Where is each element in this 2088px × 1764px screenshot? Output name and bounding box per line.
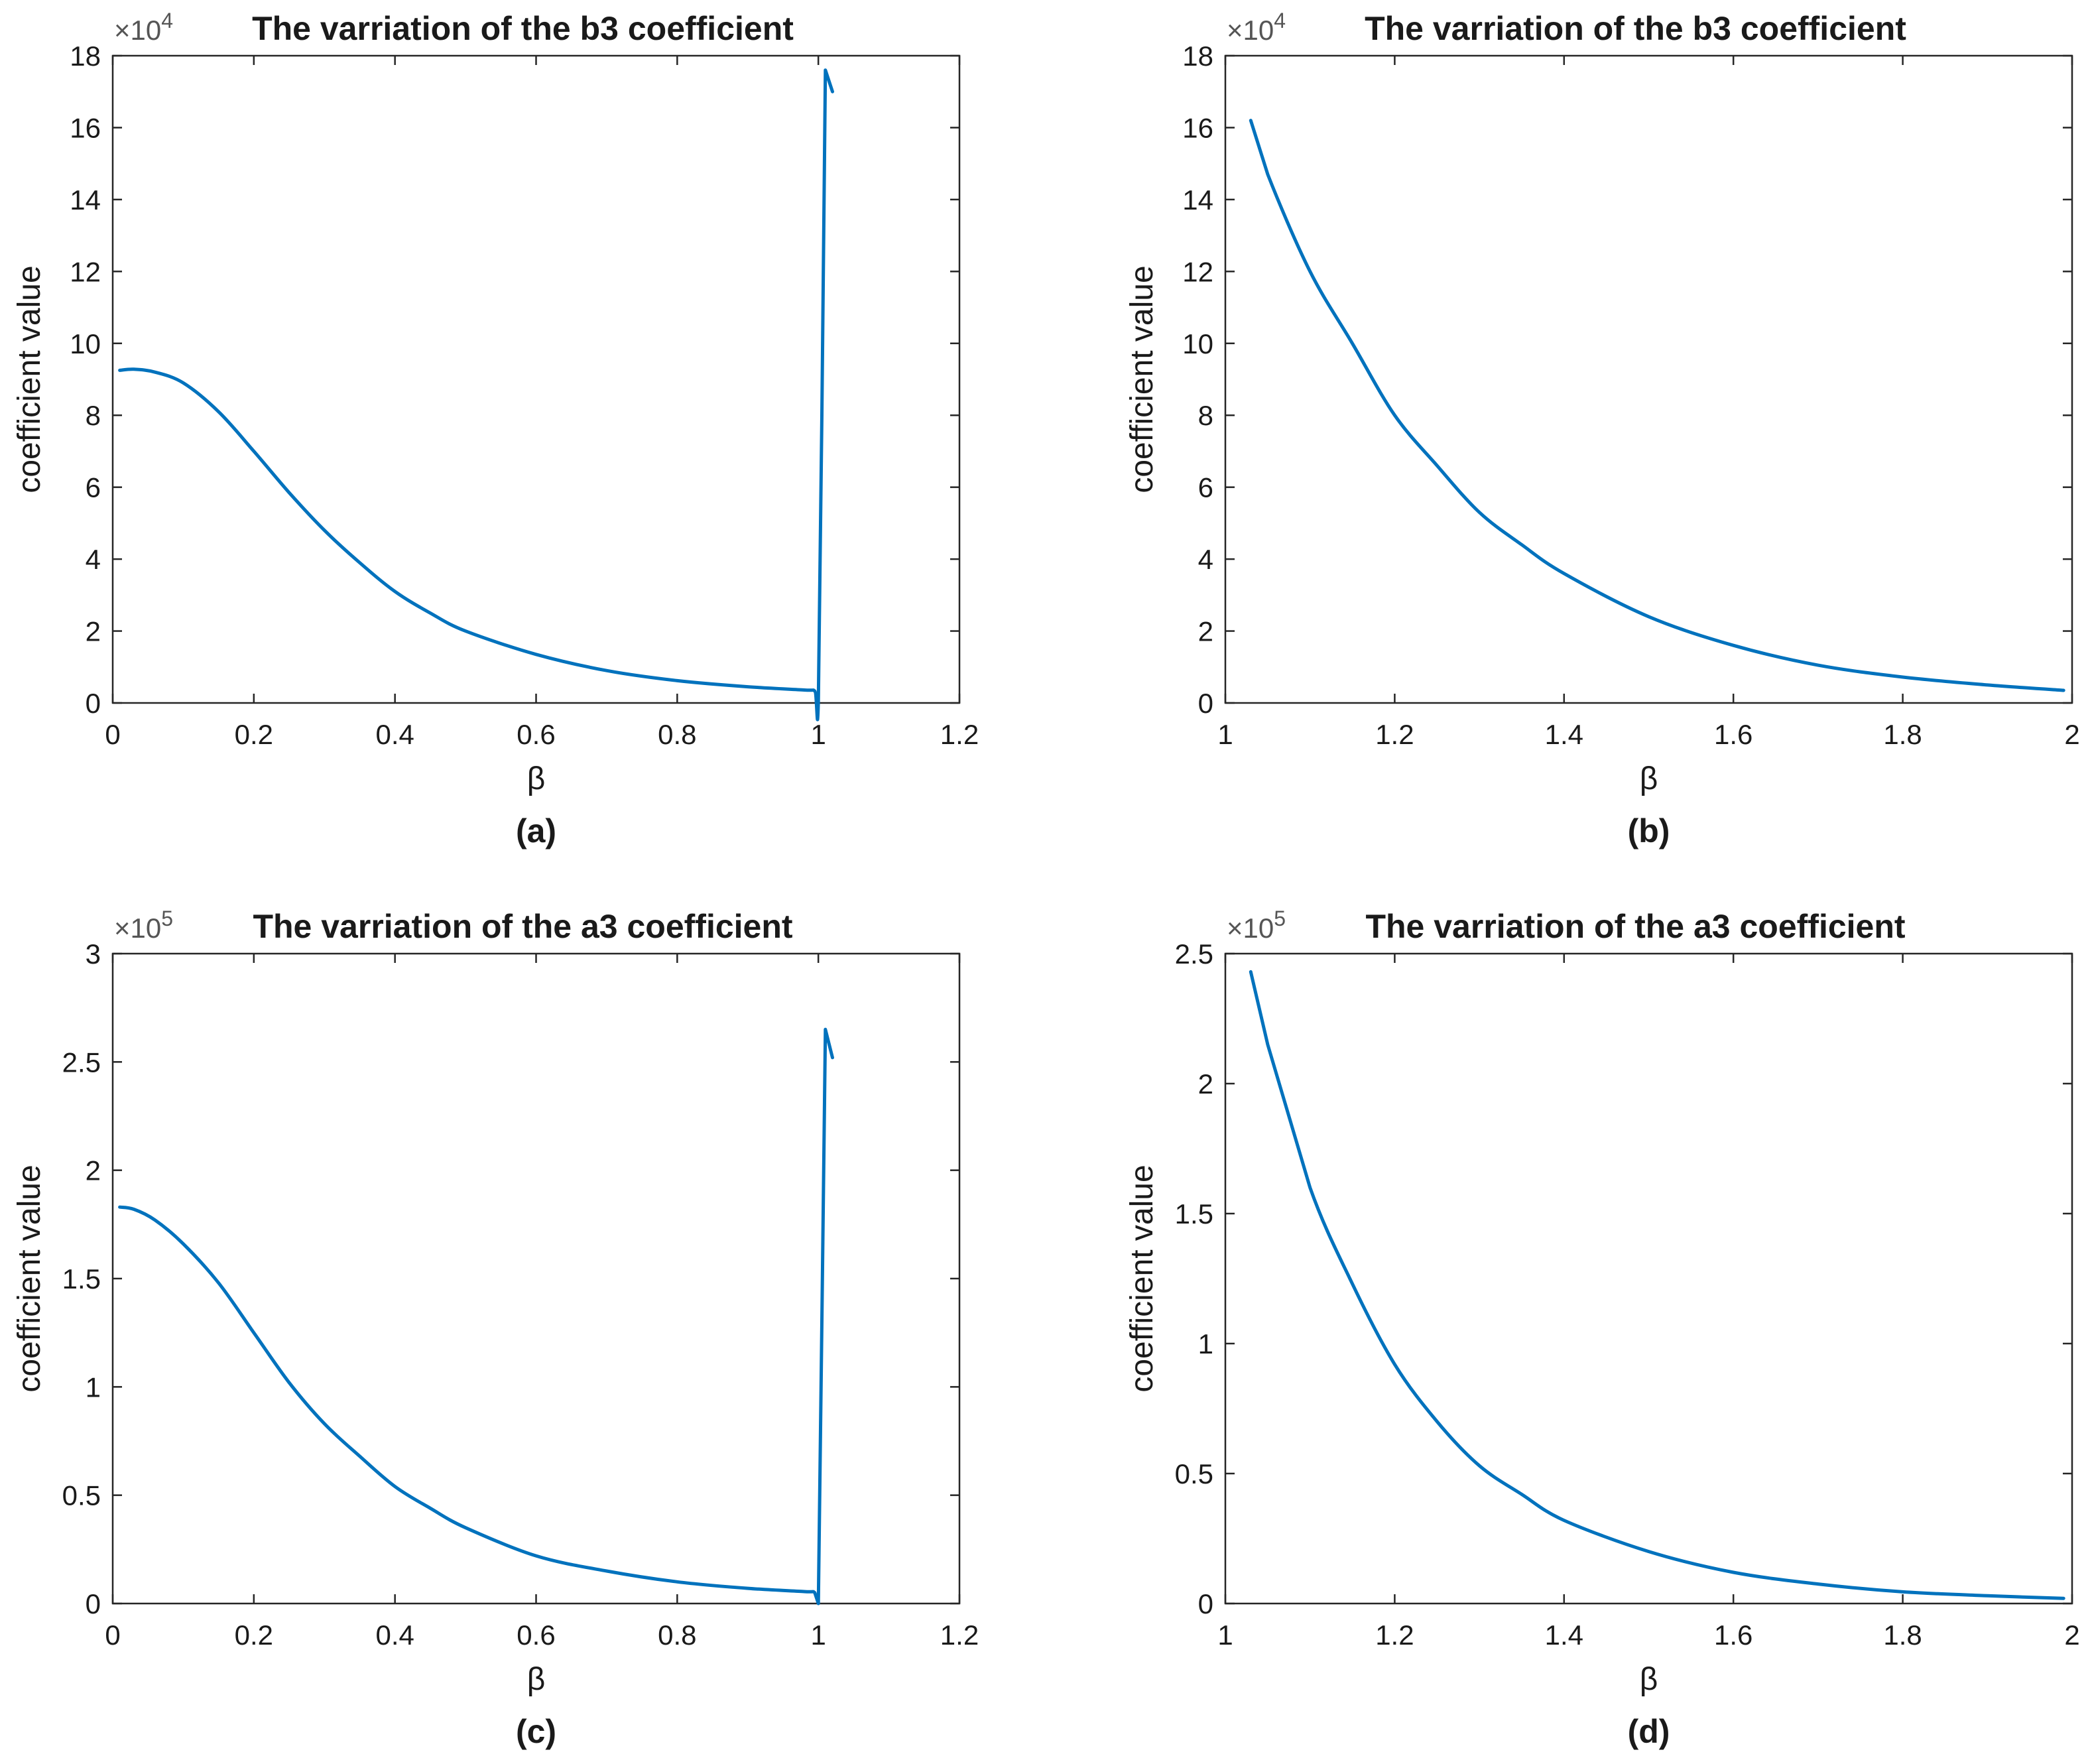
series-line-b3 — [118, 68, 834, 722]
x-tick-label: 1.4 — [1545, 719, 1583, 750]
y-tick-label: 2 — [1198, 1068, 1213, 1100]
x-tick-label: 1 — [1217, 719, 1233, 750]
x-tick-label: 2 — [2064, 1619, 2079, 1651]
panel-caption: (b) — [1628, 812, 1670, 850]
chart-title: The varriation of the b3 coefficient — [1365, 10, 1906, 47]
y-tick-label: 0 — [86, 1588, 101, 1619]
x-tick-label: 0.8 — [658, 719, 696, 750]
x-tick-label: 2 — [2064, 719, 2079, 750]
x-tick-label: 0.6 — [517, 719, 555, 750]
chart-panel-3: 0 0.2 0.4 0.6 0.8 1 1.2 0 0.5 1 1.5 2 2.5 3 ×105 The va… — [12, 907, 979, 1750]
y-tick-label: 1 — [1198, 1328, 1213, 1359]
y-tick-label: 2 — [1198, 616, 1213, 647]
y-tick-label: 1.5 — [62, 1263, 101, 1294]
y-tick-label: 8 — [86, 400, 101, 431]
y-tick-label: 1.5 — [1175, 1198, 1213, 1229]
x-tick-label: 1.6 — [1714, 719, 1752, 750]
x-tick-label: 1.4 — [1545, 1619, 1583, 1651]
plot-area-frame — [111, 54, 961, 704]
x-tick-label: 0.2 — [235, 1619, 273, 1651]
x-tick-label: 1.8 — [1883, 1619, 1922, 1651]
plot-area-frame — [1224, 952, 2073, 1605]
y-tick-label: 2 — [86, 616, 101, 647]
axis-multiplier: ×104 — [1227, 9, 1286, 46]
y-tick-label: 1 — [86, 1371, 101, 1403]
y-tick-label: 6 — [1198, 472, 1213, 503]
x-axis-label: β — [1640, 761, 1658, 796]
y-tick-label: 8 — [1198, 400, 1213, 431]
panel-caption: (c) — [516, 1713, 556, 1750]
x-tick-label: 0.6 — [517, 1619, 555, 1651]
y-axis-label: coefficient value — [12, 265, 47, 493]
x-tick-label: 0 — [105, 719, 120, 750]
axis-multiplier: ×105 — [114, 907, 173, 944]
y-tick-label: 12 — [1182, 256, 1213, 287]
chart-title: The varriation of the b3 coefficient — [252, 10, 794, 47]
y-tick-label: 10 — [1182, 328, 1213, 359]
x-tick-label: 1.2 — [940, 1619, 979, 1651]
y-tick-label: 2.5 — [62, 1046, 101, 1078]
chart-panel-2: 1 1.2 1.4 1.6 1.8 2 0 2 4 6 8 10 12 14 16 18 ×104 The var… — [1125, 9, 2080, 850]
axis-multiplier: ×104 — [114, 9, 173, 46]
y-axis-label: coefficient value — [1125, 265, 1160, 493]
x-axis-label: β — [527, 761, 546, 796]
y-tick-label: 16 — [70, 112, 101, 143]
x-tick-label: 0.4 — [375, 1619, 414, 1651]
panel-caption: (a) — [516, 812, 556, 850]
y-tick-label: 18 — [1182, 40, 1213, 72]
x-tick-label: 1.2 — [1375, 1619, 1414, 1651]
axis-multiplier: ×105 — [1227, 907, 1286, 944]
series-line-a3 — [1249, 970, 2065, 1600]
chart-title: The varriation of the a3 coefficient — [253, 908, 792, 945]
y-tick-label: 4 — [1198, 544, 1213, 575]
x-tick-label: 0.4 — [375, 719, 414, 750]
x-tick-label: 1.2 — [940, 719, 979, 750]
x-tick-label: 1 — [1217, 1619, 1233, 1651]
y-tick-label: 0.5 — [62, 1480, 101, 1511]
y-tick-label: 10 — [70, 328, 101, 359]
x-tick-label: 1.8 — [1883, 719, 1922, 750]
series-line-b3 — [1249, 119, 2065, 692]
x-tick-label: 1 — [810, 1619, 826, 1651]
x-axis-label: β — [527, 1662, 546, 1697]
x-tick-label: 1 — [810, 719, 826, 750]
series-line-a3 — [118, 1027, 834, 1606]
y-tick-label: 14 — [70, 184, 101, 216]
x-axis-label: β — [1640, 1662, 1658, 1697]
y-tick-label: 6 — [86, 472, 101, 503]
y-tick-label: 2.5 — [1175, 938, 1213, 970]
y-tick-label: 0 — [86, 688, 101, 719]
chart-panel-4: 1 1.2 1.4 1.6 1.8 2 0 0.5 1 1.5 2 2.5 ×105 The varria… — [1125, 907, 2080, 1750]
y-tick-label: 3 — [86, 938, 101, 970]
y-axis-label: coefficient value — [1125, 1165, 1160, 1392]
y-tick-label: 18 — [70, 40, 101, 72]
chart-panel-1: 0 0.2 0.4 0.6 0.8 1 1.2 0 2 4 6 8 10 12 14 16 18 ×104 The … — [12, 9, 979, 850]
y-tick-label: 16 — [1182, 112, 1213, 143]
y-tick-label: 0 — [1198, 688, 1213, 719]
chart-title: The varriation of the a3 coefficient — [1365, 908, 1905, 945]
x-tick-label: 0 — [105, 1619, 120, 1651]
y-tick-label: 0 — [1198, 1588, 1213, 1619]
x-tick-label: 0.2 — [235, 719, 273, 750]
y-tick-label: 14 — [1182, 184, 1213, 216]
y-tick-label: 0.5 — [1175, 1458, 1213, 1489]
plot-area-frame — [1224, 54, 2073, 704]
y-tick-label: 4 — [86, 544, 101, 575]
x-tick-label: 1.6 — [1714, 1619, 1752, 1651]
y-tick-label: 12 — [70, 256, 101, 287]
x-tick-label: 0.8 — [658, 1619, 696, 1651]
y-tick-label: 2 — [86, 1155, 101, 1186]
x-tick-label: 1.2 — [1375, 719, 1414, 750]
panel-caption: (d) — [1628, 1713, 1670, 1750]
y-axis-label: coefficient value — [12, 1165, 47, 1392]
